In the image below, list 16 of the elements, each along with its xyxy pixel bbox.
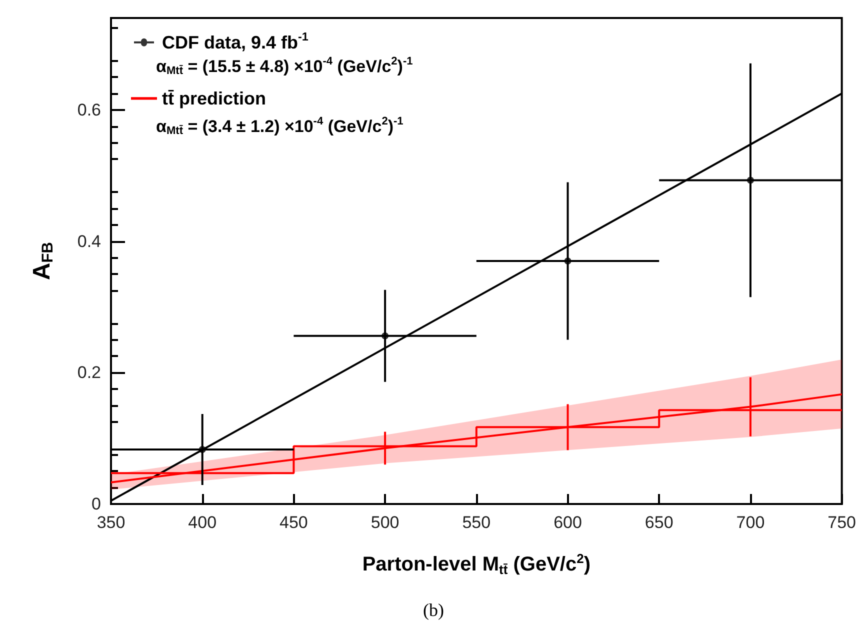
y-tick-label: 0.4 xyxy=(77,232,101,251)
x-tick-label: 550 xyxy=(462,513,491,532)
y-axis-title: AFB xyxy=(28,242,56,280)
x-tick-label: 400 xyxy=(188,513,217,532)
x-tick-label: 700 xyxy=(736,513,765,532)
x-tick-label: 750 xyxy=(828,513,856,532)
x-tick-label: 350 xyxy=(96,513,126,532)
x-tick-label: 450 xyxy=(280,513,308,532)
text: (b) xyxy=(423,600,444,620)
y-tick-label: 0.2 xyxy=(77,363,101,382)
legend-label: tt̄ prediction xyxy=(162,88,266,108)
y-tick-label: 0 xyxy=(92,494,101,514)
x-tick-label: 650 xyxy=(644,513,674,532)
x-tick-label: 500 xyxy=(370,513,400,532)
x-tick-label: 600 xyxy=(554,513,582,532)
y-tick-label: 0.6 xyxy=(77,100,101,120)
